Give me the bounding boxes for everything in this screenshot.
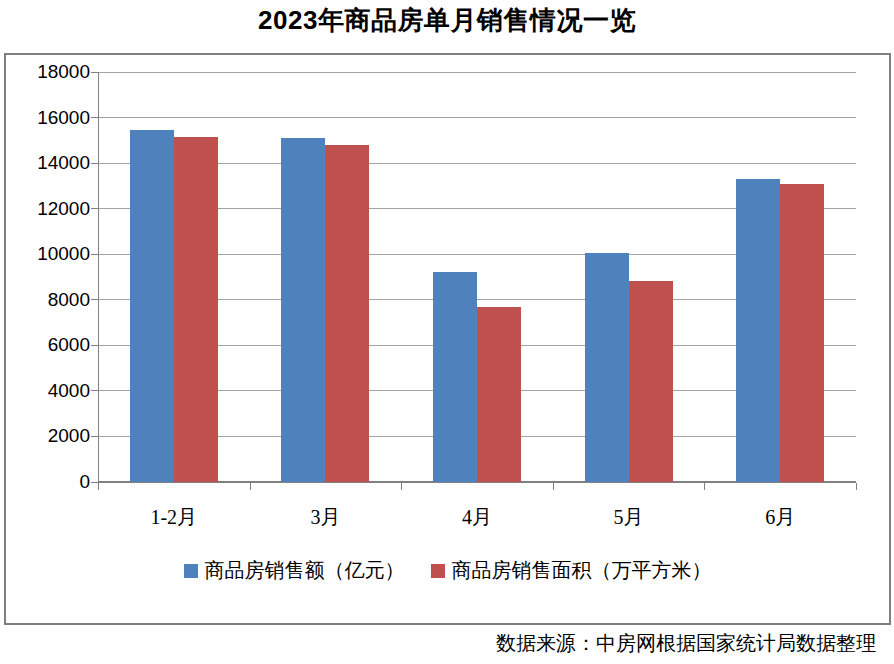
y-axis-tick-label: 14000 [6, 151, 90, 175]
y-axis-tick [91, 390, 99, 391]
x-axis-category-label: 1-2月 [98, 504, 250, 530]
gridline [98, 117, 856, 118]
x-axis-tick [401, 483, 402, 490]
legend-swatch-red [431, 564, 445, 578]
bar-sales-area [629, 281, 673, 482]
legend: 商品房销售额（亿元） 商品房销售面积（万平方米） [6, 557, 889, 584]
x-axis-tick [250, 483, 251, 490]
x-axis-category-label: 5月 [553, 504, 705, 530]
y-axis-tick-label: 4000 [6, 379, 90, 403]
gridline [98, 72, 856, 73]
bar-sales-area [477, 307, 521, 482]
bar-sales-amount [281, 138, 325, 482]
bar-sales-amount [585, 253, 629, 482]
source-note: 数据来源：中房网根据国家统计局数据整理 [496, 630, 876, 657]
y-axis-tick-label: 6000 [6, 333, 90, 357]
bar-sales-amount [130, 130, 174, 482]
chart-title: 2023年商品房单月销售情况一览 [0, 3, 894, 38]
x-axis-category-label: 4月 [401, 504, 553, 530]
bar-sales-area [325, 145, 369, 482]
bar-sales-amount [433, 272, 477, 482]
y-axis-tick [91, 208, 99, 209]
x-axis-category-label: 6月 [704, 504, 856, 530]
x-axis-tick [98, 483, 99, 490]
legend-item: 商品房销售额（亿元） [184, 557, 405, 584]
y-axis-tick [91, 163, 99, 164]
y-axis-tick-label: 18000 [6, 60, 90, 84]
y-axis-line [98, 72, 99, 482]
y-axis-tick [91, 345, 99, 346]
legend-label: 商品房销售额（亿元） [205, 557, 405, 584]
y-axis-tick-label: 8000 [6, 288, 90, 312]
x-axis-tick [553, 483, 554, 490]
y-axis-tick [91, 299, 99, 300]
x-axis-tick [704, 483, 705, 490]
y-axis-tick [91, 436, 99, 437]
legend-item: 商品房销售面积（万平方米） [431, 557, 712, 584]
y-axis-tick [91, 72, 99, 73]
bar-sales-amount [736, 179, 780, 482]
legend-swatch-blue [184, 564, 198, 578]
chart-frame: 0 2000 4000 6000 8000 10000 12000 14000 16000 180… [4, 53, 891, 625]
x-axis-tick [856, 483, 857, 490]
y-axis-tick [91, 254, 99, 255]
bar-sales-area [780, 184, 824, 482]
y-axis-tick-label: 2000 [6, 424, 90, 448]
y-axis-tick-label: 10000 [6, 242, 90, 266]
y-axis-tick-label: 16000 [6, 106, 90, 130]
y-axis-tick-label: 0 [6, 470, 90, 494]
y-axis-labels: 0200040006000800010000120001400016000180… [6, 72, 90, 482]
y-axis-tick-label: 12000 [6, 197, 90, 221]
y-axis-tick [91, 117, 99, 118]
x-axis-category-label: 3月 [250, 504, 402, 530]
bar-sales-area [174, 137, 218, 482]
legend-label: 商品房销售面积（万平方米） [452, 557, 712, 584]
